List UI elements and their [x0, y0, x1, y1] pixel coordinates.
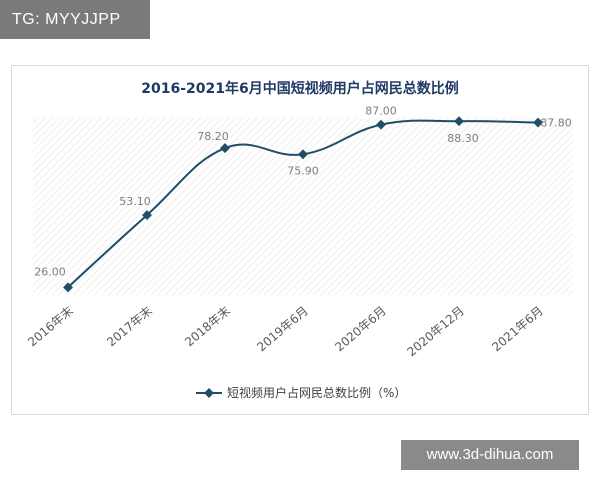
x-tick-label: 2018年末 — [182, 304, 233, 350]
data-point — [220, 143, 230, 154]
chart-title: 2016-2021年6月中国短视频用户占网民总数比例 — [141, 81, 459, 97]
x-tick-label: 2017年末 — [104, 304, 155, 350]
legend-marker — [204, 388, 214, 398]
data-point — [142, 210, 152, 221]
data-label: 26.00 — [34, 265, 66, 278]
x-tick-label: 2019年6月 — [254, 304, 311, 355]
data-label: 75.90 — [287, 164, 319, 177]
data-label: 88.30 — [447, 132, 479, 145]
data-label: 87.80 — [540, 117, 572, 130]
data-label: 53.10 — [119, 195, 151, 208]
x-tick-label: 2021年6月 — [489, 304, 546, 355]
data-label: 87.00 — [365, 105, 397, 118]
watermark-top: TG: MYYJJPP — [0, 0, 150, 39]
watermark-bottom: www.3d-dihua.com — [401, 440, 579, 470]
series-layer: 26.00 53.10 78.20 75.90 87.00 88.30 87.80 — [34, 105, 572, 293]
x-axis-labels: 2016年末 2017年末 2018年末 2019年6月 2020年6月 2020年12月… — [25, 304, 546, 360]
legend-label: 短视频用户占网民总数比例（%） — [227, 385, 406, 400]
data-point — [298, 149, 308, 160]
legend: 短视频用户占网民总数比例（%） — [196, 385, 406, 400]
plot-area — [33, 118, 573, 295]
x-tick-label: 2020年6月 — [332, 304, 389, 355]
x-tick-label: 2020年12月 — [404, 304, 466, 360]
data-point — [533, 117, 543, 128]
x-tick-label: 2016年末 — [25, 304, 76, 350]
data-label: 78.20 — [197, 130, 229, 143]
